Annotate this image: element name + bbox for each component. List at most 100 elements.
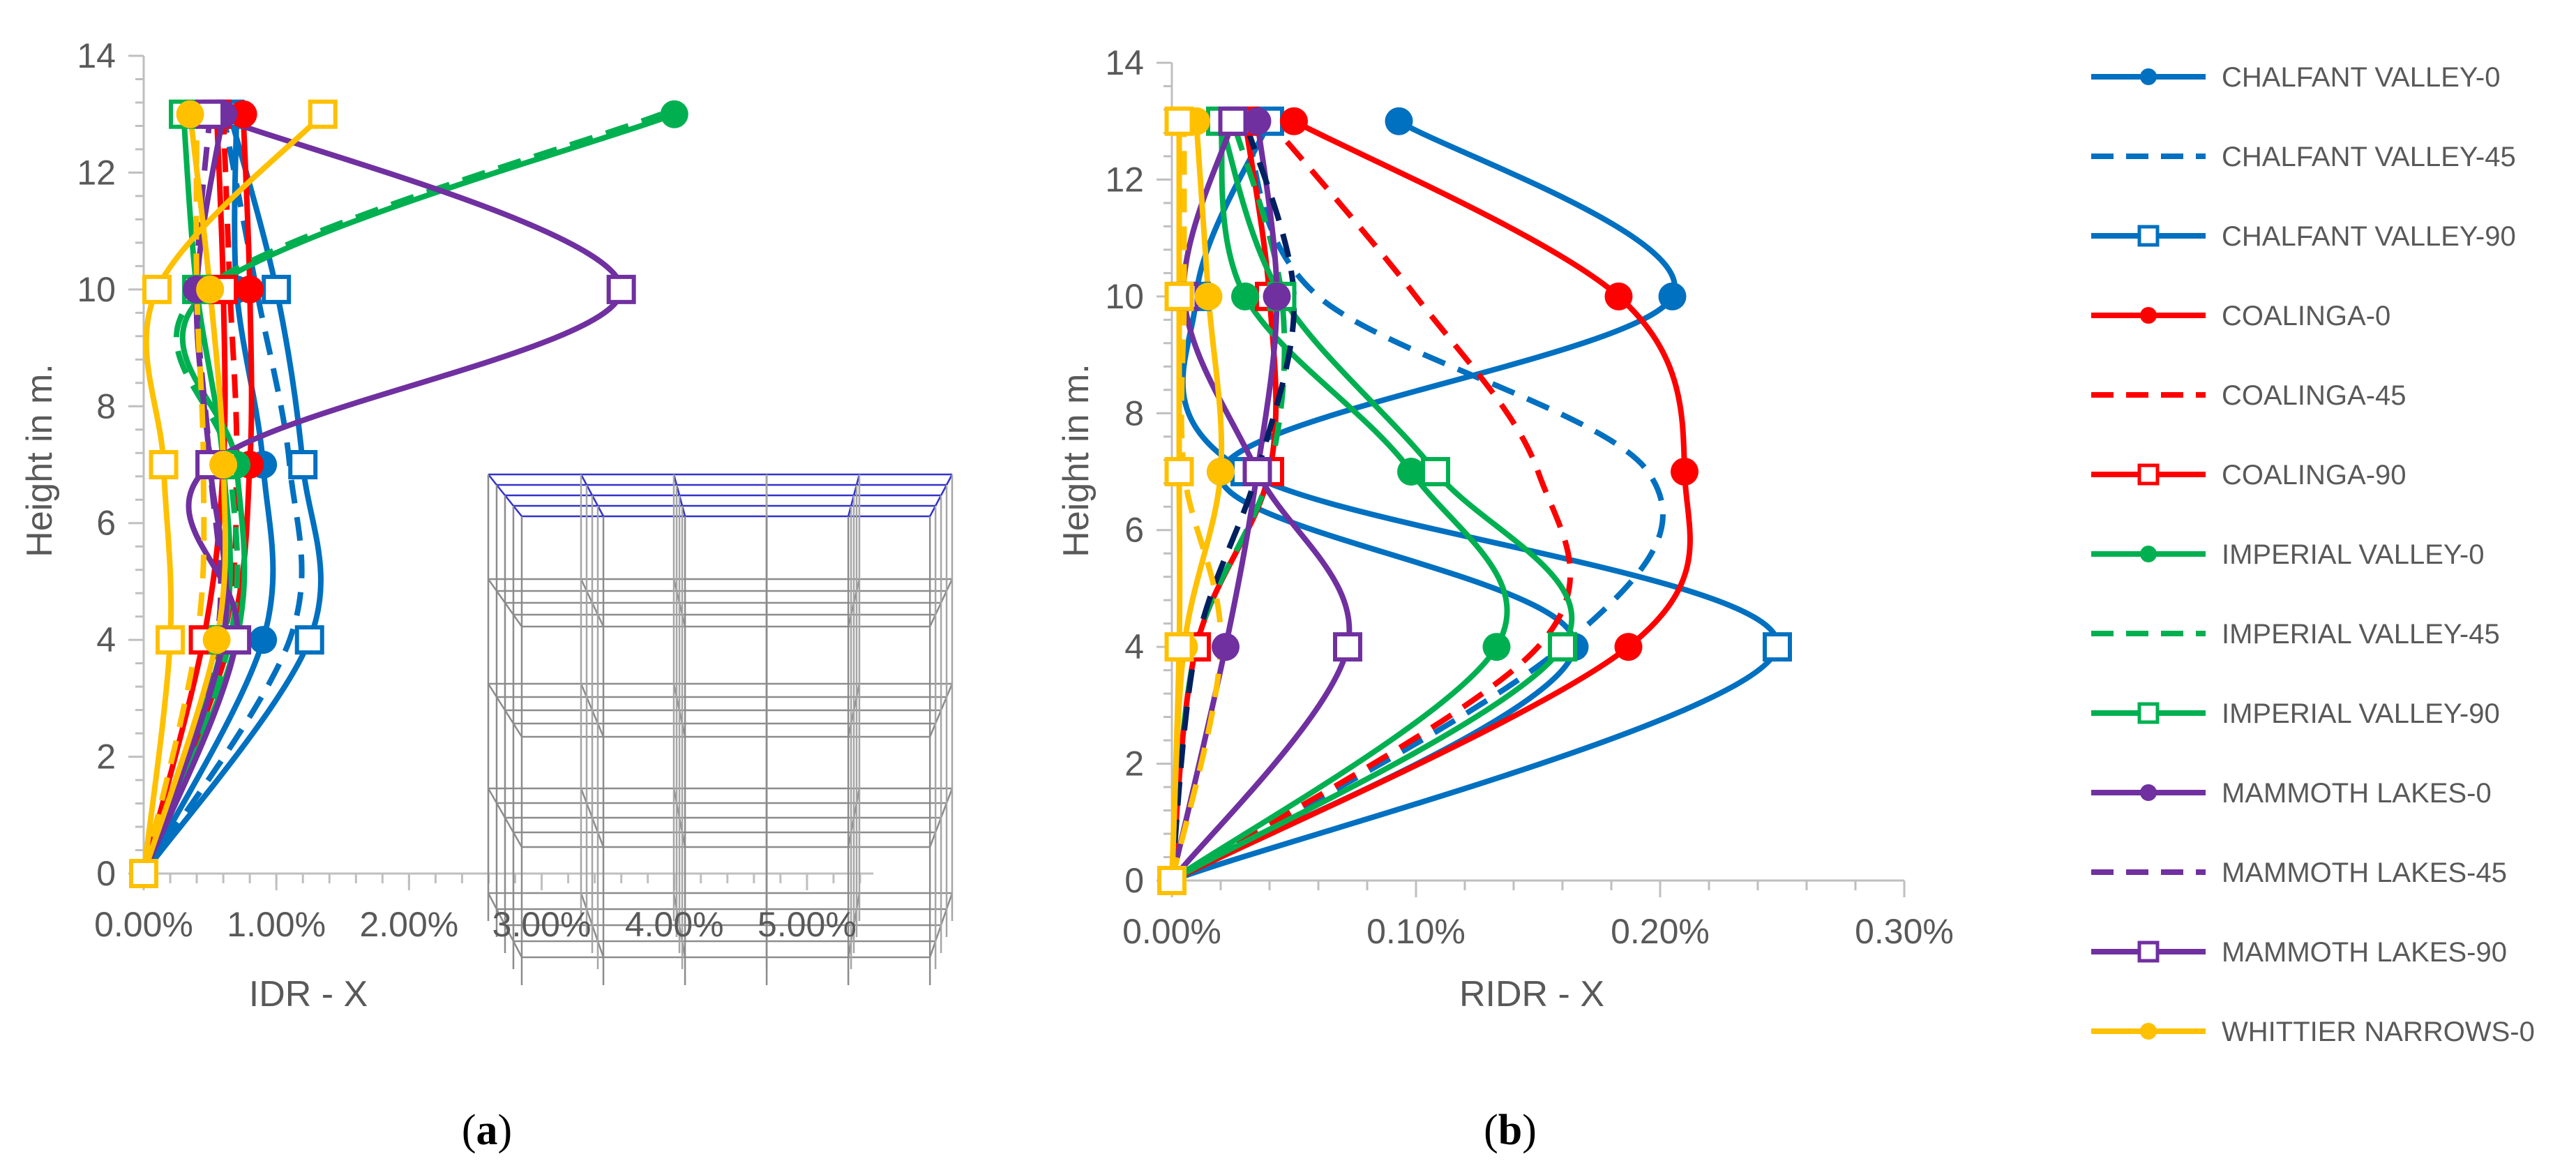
- b-y-tick-label: 2: [1124, 744, 1144, 784]
- legend-label: MAMMOTH LAKES-0: [2222, 778, 2492, 809]
- b-x-tick-label: 0.00%: [1122, 912, 1221, 951]
- legend-label: CHALFANT VALLEY-0: [2222, 62, 2500, 93]
- a-y-tick-label: 8: [96, 387, 116, 426]
- a-y-tick-label: 6: [96, 504, 116, 543]
- a-x-axis-label: IDR - X: [249, 974, 368, 1014]
- b-marker-mammoth-lakes-0: [1243, 107, 1272, 135]
- a-marker-whittier-narrows-90: [149, 450, 179, 479]
- b-marker-imperial-valley-90: [1421, 457, 1450, 486]
- b-series-imperial-valley-90: [1170, 120, 1575, 883]
- a-y-axis-label: Height in m.: [20, 364, 60, 557]
- b-marker-coalinga-0: [1671, 458, 1698, 486]
- a-marker-chalfant-valley-90: [294, 625, 324, 655]
- a-x-tick-label: 3.00%: [492, 905, 592, 944]
- a-series-imperial-valley-45: [141, 111, 663, 875]
- chart-panel-b: 0 2 4 6 8 10 12 14 0.00% 0.10% 0.20% 0.30% RIDR - X…: [1056, 43, 1954, 1154]
- a-origin-marker: [129, 859, 158, 888]
- b-y-axis-label: Height in m.: [1056, 364, 1097, 557]
- a-marker-whittier-narrows-0: [196, 275, 225, 304]
- a-y-tick-label: 2: [96, 737, 116, 777]
- b-marker-whittier-narrows-90: [1164, 106, 1194, 136]
- b-marker-coalinga-0: [1280, 107, 1308, 135]
- legend-label: WHITTIER NARROWS-0: [2222, 1017, 2535, 1047]
- b-marker-whittier-narrows-90: [1164, 457, 1194, 486]
- a-marker-coalinga-0: [229, 100, 257, 128]
- a-y-tick-label: 12: [77, 153, 116, 192]
- b-marker-imperial-valley-0: [1397, 458, 1425, 486]
- a-panel-caption: (a): [462, 1107, 512, 1154]
- b-marker-imperial-valley-0: [1482, 633, 1511, 661]
- a-marker-chalfant-valley-0: [249, 626, 278, 654]
- b-panel-caption: (b): [1484, 1107, 1537, 1154]
- a-y-tick-label: 0: [96, 854, 116, 893]
- a-marker-imperial-valley-0: [660, 100, 688, 128]
- b-marker-mammoth-lakes-0: [1212, 633, 1240, 661]
- a-x-tick-label: 1.00%: [227, 905, 326, 944]
- b-marker-mammoth-lakes-90: [1242, 457, 1272, 486]
- b-x-tick-label: 0.10%: [1366, 912, 1466, 951]
- a-marker-whittier-narrows-90: [156, 625, 186, 655]
- legend: CHALFANT VALLEY-0 CHALFANT VALLEY-45 CHALF…: [2091, 62, 2535, 1047]
- legend-label: MAMMOTH LAKES-90: [2222, 937, 2507, 968]
- b-y-tick-label: 0: [1124, 861, 1144, 900]
- b-marker-chalfant-valley-90: [1763, 632, 1792, 662]
- a-marker-chalfant-valley-90: [288, 450, 318, 479]
- legend-marker: [2140, 784, 2157, 801]
- b-x-tick-label: 0.30%: [1855, 912, 1954, 951]
- b-tick-labels: 0 2 4 6 8 10 12 14 0.00% 0.10% 0.20% 0.30%: [1105, 43, 1954, 951]
- b-marker-mammoth-lakes-90: [1333, 632, 1362, 662]
- b-y-tick-label: 12: [1105, 160, 1144, 199]
- a-y-tick-label: 10: [77, 270, 116, 309]
- legend-label: IMPERIAL VALLEY-0: [2222, 539, 2484, 570]
- legend-label: IMPERIAL VALLEY-45: [2222, 619, 2500, 650]
- legend-marker: [2137, 941, 2160, 963]
- legend-label: MAMMOTH LAKES-45: [2222, 857, 2507, 888]
- a-marker-mammoth-lakes-90: [606, 274, 636, 304]
- b-marker-imperial-valley-0: [1231, 282, 1259, 310]
- a-marker-whittier-narrows-0: [202, 626, 231, 654]
- b-marker-chalfant-valley-0: [1658, 282, 1687, 310]
- legend-label: CHALFANT VALLEY-90: [2222, 221, 2516, 252]
- a-marker-whittier-narrows-0: [209, 451, 238, 479]
- b-x-axis-label: RIDR - X: [1459, 974, 1604, 1014]
- b-caption-close: ): [1522, 1107, 1537, 1154]
- a-y-tick-label: 14: [77, 36, 116, 75]
- legend-marker: [2137, 463, 2160, 486]
- legend-marker: [2137, 702, 2160, 724]
- b-series-coalinga-45: [1170, 119, 1574, 883]
- b-y-tick-label: 8: [1124, 394, 1144, 433]
- a-y-tick-label: 4: [96, 620, 116, 659]
- a-marker-whittier-narrows-90: [142, 274, 172, 304]
- chart-panel-a: 0 2 4 6 8 10 12 14 0.00% 1.00% 2.00% 3.00% 4.00% 5.00…: [20, 36, 954, 1154]
- b-marker-whittier-narrows-90: [1164, 281, 1194, 311]
- b-marker-coalinga-0: [1614, 633, 1643, 661]
- legend-marker: [2140, 1023, 2157, 1040]
- legend-label: COALINGA-0: [2222, 301, 2390, 331]
- legend-marker: [2137, 225, 2160, 247]
- b-y-tick-label: 6: [1124, 511, 1144, 550]
- b-marker-chalfant-valley-0: [1385, 107, 1413, 135]
- legend-label: COALINGA-45: [2222, 380, 2406, 411]
- b-marker-whittier-narrows-0: [1207, 458, 1235, 486]
- a-marker-whittier-narrows-90: [308, 99, 338, 129]
- a-x-tick-label: 4.00%: [625, 905, 724, 944]
- a-series-layer: [129, 99, 688, 888]
- b-series-imperial-valley-0: [1170, 121, 1510, 883]
- a-x-tick-label: 2.00%: [359, 905, 458, 944]
- b-marker-coalinga-0: [1604, 282, 1633, 310]
- a-x-tick-label: 5.00%: [758, 905, 857, 944]
- b-marker-mammoth-lakes-90: [1218, 106, 1248, 136]
- b-origin-marker: [1157, 866, 1187, 895]
- legend-label: IMPERIAL VALLEY-90: [2222, 698, 2500, 729]
- b-y-tick-label: 4: [1124, 627, 1144, 666]
- b-series-whittier-narrows-90: [1169, 121, 1183, 881]
- a-x-tick-label: 0.00%: [94, 905, 193, 944]
- a-series-chalfant-valley-90: [141, 113, 324, 876]
- b-marker-mammoth-lakes-0: [1263, 282, 1291, 310]
- building-frame-inset: [487, 473, 954, 985]
- b-series-layer: [1157, 106, 1792, 895]
- b-marker-whittier-narrows-0: [1194, 282, 1223, 310]
- b-series-whittier-narrows-45: [1169, 121, 1224, 881]
- a-tick-labels: 0 2 4 6 8 10 12 14 0.00% 1.00% 2.00% 3.00% 4.00% 5.00…: [77, 36, 856, 944]
